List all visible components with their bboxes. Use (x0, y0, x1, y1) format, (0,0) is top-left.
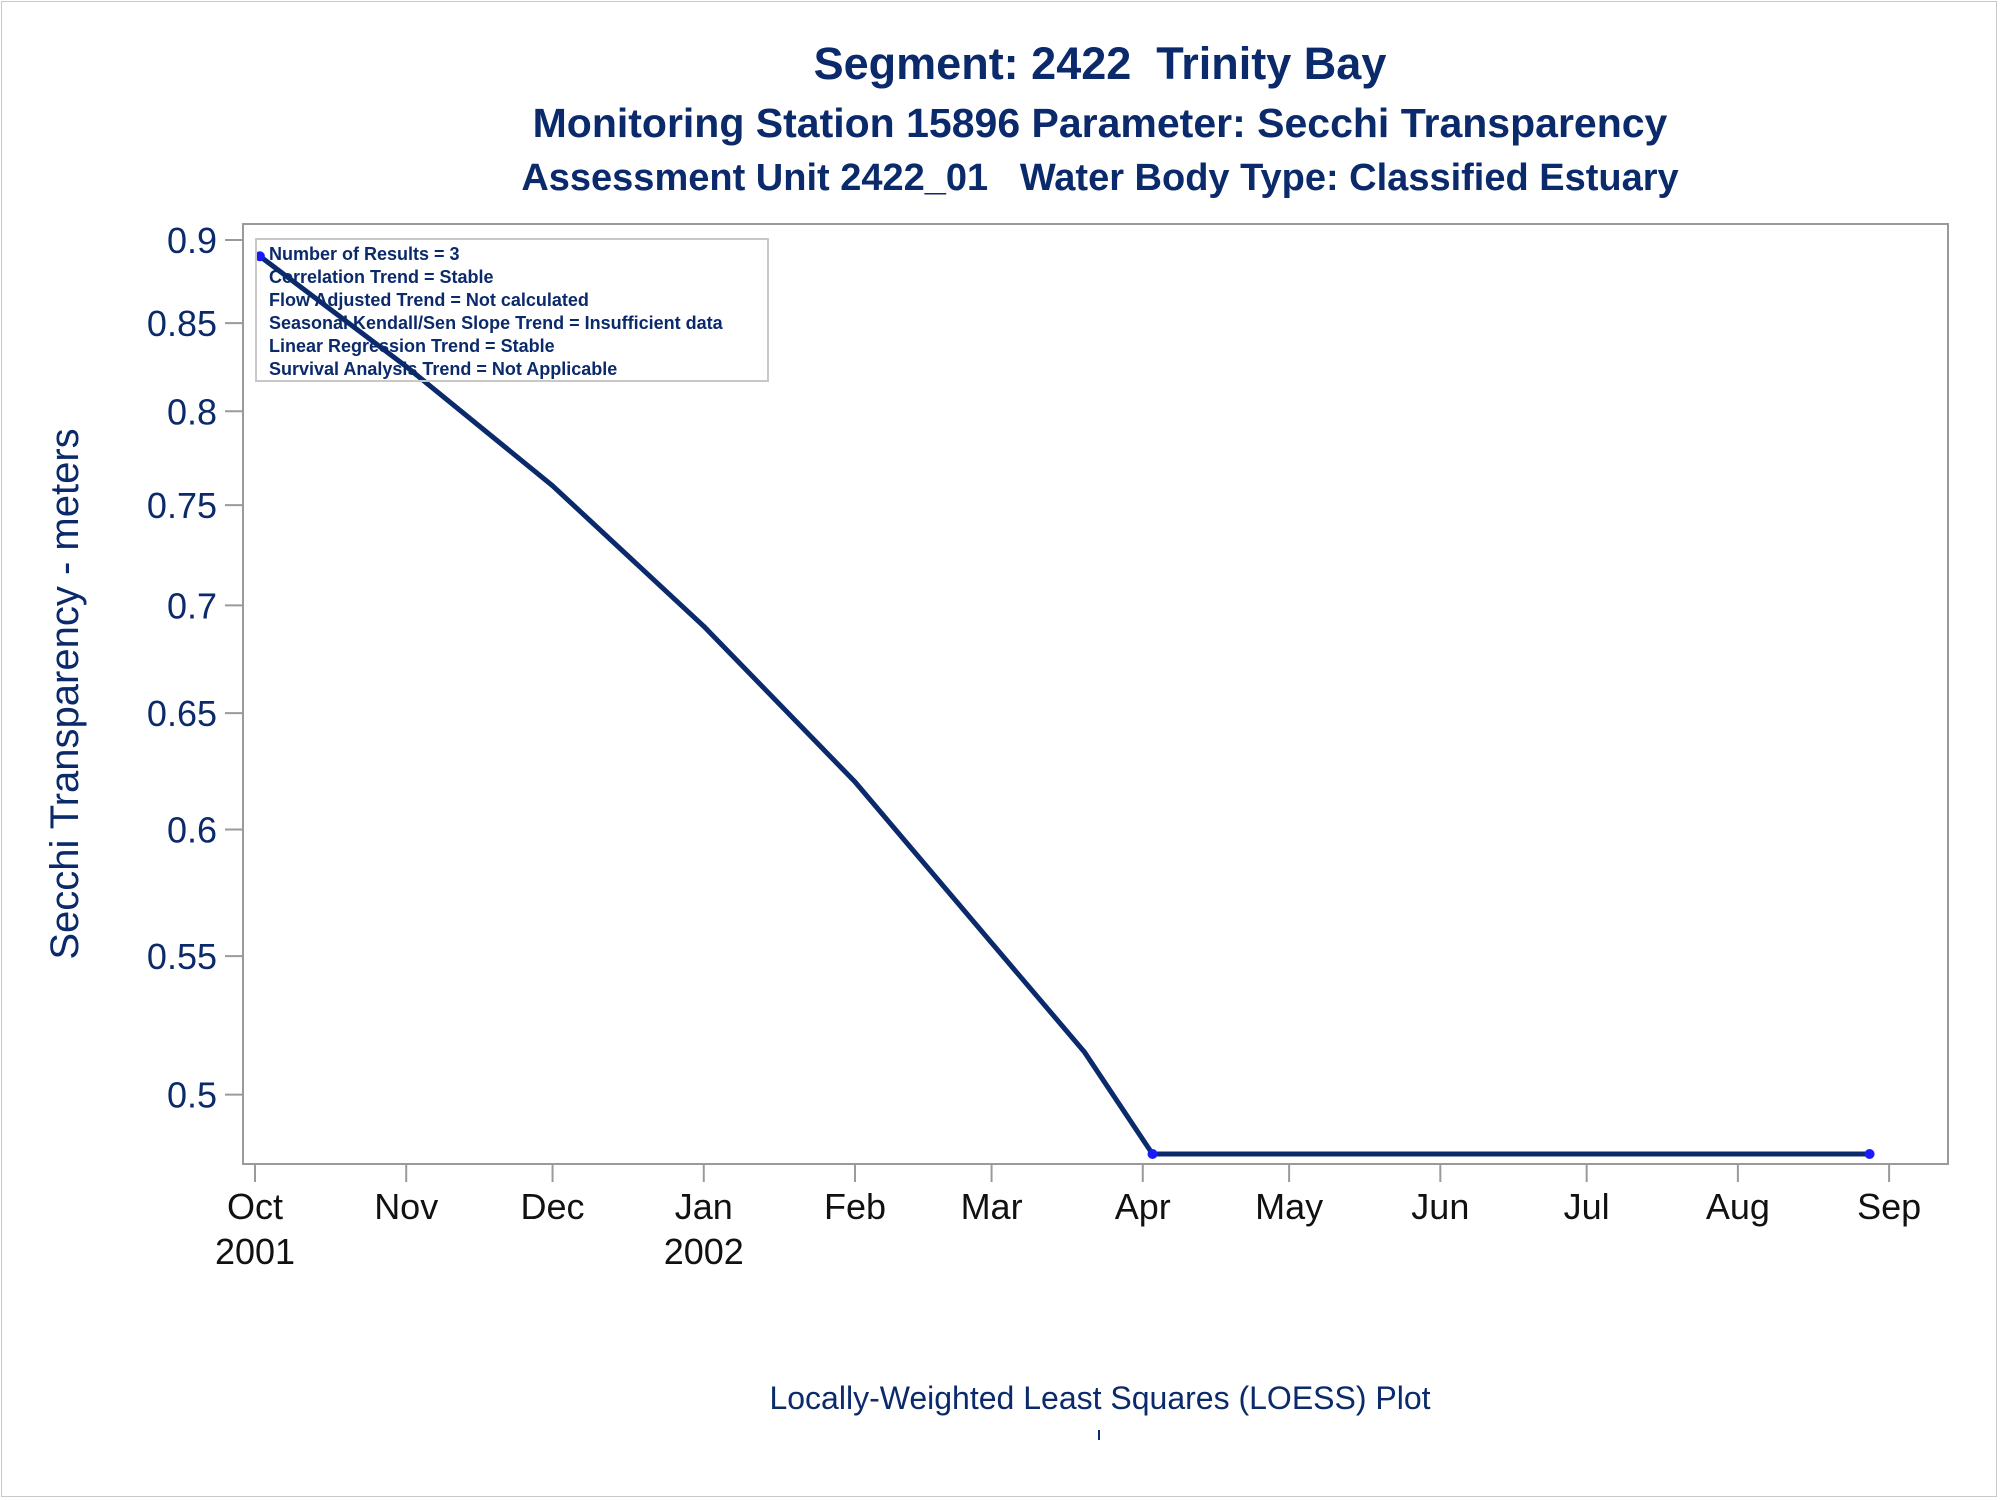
y-tick-label: 0.8 (167, 391, 217, 432)
stats-box-line: Correlation Trend = Stable (269, 267, 494, 287)
stats-box: Number of Results = 3 Correlation Trend =… (255, 238, 769, 382)
y-tick-label: 0.55 (147, 936, 217, 977)
stats-box-line: Survival Analysis Trend = Not Applicable (269, 359, 617, 379)
x-tick-label: May (1255, 1186, 1323, 1227)
y-tick-label: 0.75 (147, 485, 217, 526)
x-tick-year-label: 2002 (664, 1231, 744, 1272)
footnote-mark (1098, 1430, 1100, 1440)
y-tick-label: 0.7 (167, 585, 217, 626)
footnote-loess: Locally-Weighted Least Squares (LOESS) P… (769, 1380, 1431, 1416)
loess-line (257, 253, 1873, 1157)
data-point (254, 251, 265, 262)
data-point (1864, 1149, 1875, 1159)
stats-box-line: Number of Results = 3 (269, 244, 460, 264)
x-tick-label: Oct (227, 1186, 283, 1227)
x-tick-label: Mar (961, 1186, 1023, 1227)
x-tick-label: Apr (1115, 1186, 1171, 1227)
stats-box-line: Linear Regression Trend = Stable (269, 336, 555, 356)
chart-title: Segment: 2422 Trinity Bay (813, 38, 1387, 89)
stats-box-line: Flow Adjusted Trend = Not calculated (269, 290, 589, 310)
chart-subtitle-assessment: Assessment Unit 2422_01 Water Body Type:… (521, 157, 1679, 199)
data-point (1147, 1149, 1158, 1159)
y-tick-label: 0.65 (147, 693, 217, 734)
x-tick-label: Feb (824, 1186, 886, 1227)
x-tick-label: Sep (1857, 1186, 1921, 1227)
x-tick-label: Jul (1564, 1186, 1610, 1227)
y-tick-label: 0.85 (147, 303, 217, 344)
loess-series (254, 251, 1875, 1159)
x-tick-label: Jun (1411, 1186, 1469, 1227)
x-tick-label: Jan (675, 1186, 733, 1227)
y-tick-label: 0.5 (167, 1075, 217, 1116)
plot-area-frame (242, 223, 1949, 1165)
chart-subtitle-station: Monitoring Station 15896 Parameter: Secc… (532, 100, 1668, 146)
x-tick-label: Aug (1706, 1186, 1770, 1227)
y-tick-label: 0.6 (167, 810, 217, 851)
x-tick-label: Dec (521, 1186, 585, 1227)
y-axis-label: Secchi Transparency - meters (43, 428, 87, 959)
y-tick-label: 0.9 (167, 220, 217, 261)
x-tick-label: Nov (374, 1186, 438, 1227)
stats-box-line: Seasonal Kendall/Sen Slope Trend = Insuf… (269, 313, 724, 333)
x-tick-year-label: 2001 (215, 1231, 295, 1272)
stats-box-border (255, 238, 769, 382)
y-axis: 0.9 0.85 0.8 0.75 0.7 0.65 0.6 0.55 0.5 (147, 220, 243, 1116)
